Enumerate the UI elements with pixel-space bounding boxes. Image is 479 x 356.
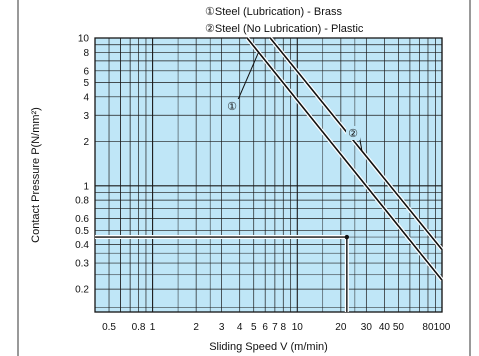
x-tick-label: 6	[262, 322, 268, 333]
series-marker-2: ②	[348, 128, 358, 140]
plot-background	[95, 38, 442, 312]
x-tick-label: 8	[280, 322, 286, 333]
y-tick-label: 0.8	[75, 196, 89, 207]
x-tick-label: 10	[292, 322, 304, 333]
y-tick-label: 3	[83, 111, 89, 122]
x-tick-label: 40	[379, 322, 391, 333]
x-tick-label: 100	[434, 322, 451, 333]
y-tick-label: 0.2	[75, 285, 89, 296]
x-tick-label: 20	[335, 322, 347, 333]
x-tick-label: 0.8	[132, 322, 146, 333]
y-tick-label: 0.6	[75, 214, 89, 225]
y-axis-label: Contact Pressure P(N/mm²)	[30, 107, 42, 243]
y-tick-label: 0.5	[75, 226, 89, 237]
x-axis-label: Sliding Speed V (m/min)	[209, 341, 328, 353]
x-tick-label: 0.5	[102, 322, 116, 333]
series-line-2	[269, 37, 443, 251]
y-tick-label: 0.4	[75, 240, 89, 251]
x-tick-label: 30	[361, 322, 373, 333]
reference-point	[344, 234, 350, 240]
y-tick-label: 2	[83, 137, 89, 148]
legend-entry-1: ①Steel (Lubrication) - Brass	[205, 6, 343, 18]
y-tick-label: 10	[78, 34, 90, 45]
series-line-1	[246, 37, 443, 281]
x-tick-label: 3	[219, 322, 225, 333]
x-tick-label: 5	[251, 322, 257, 333]
legend-entry-2: ②Steel (No Lubrication) - Plastic	[205, 23, 364, 35]
x-tick-label: 80	[422, 322, 434, 333]
x-tick-label: 4	[237, 322, 243, 333]
series-marker-bg-2	[346, 126, 360, 140]
y-tick-label: 8	[83, 48, 89, 59]
y-tick-label: 0.3	[75, 259, 89, 270]
series-marker-leader-1	[236, 52, 260, 103]
y-tick-label: 4	[83, 92, 89, 103]
y-tick-label: 5	[83, 78, 89, 89]
x-tick-label: 1	[150, 322, 156, 333]
x-tick-label: 7	[272, 322, 278, 333]
x-tick-label: 50	[393, 322, 405, 333]
series-marker-1: ①	[227, 101, 237, 113]
series-marker-bg-1	[225, 99, 239, 113]
y-tick-label: 6	[83, 66, 89, 77]
x-tick-label: 2	[193, 322, 199, 333]
y-tick-label: 1	[83, 181, 89, 192]
